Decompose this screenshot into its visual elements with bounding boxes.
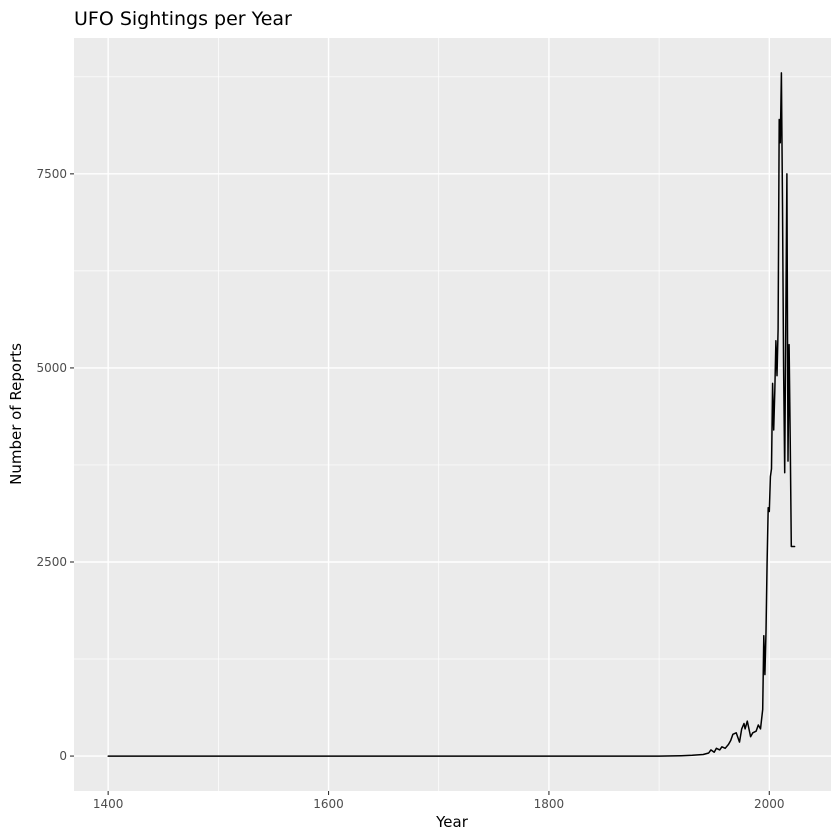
series-line bbox=[107, 72, 796, 757]
y-tick-label: 2500 bbox=[36, 555, 67, 569]
x-axis-title: Year bbox=[435, 813, 469, 831]
x-tick-label: 2000 bbox=[754, 797, 785, 811]
y-tick-label: 7500 bbox=[36, 167, 67, 181]
y-axis: 0 2500 5000 7500 bbox=[36, 167, 74, 763]
minor-gridlines bbox=[74, 38, 831, 791]
x-axis: 1400 1600 1800 2000 bbox=[93, 791, 785, 811]
plot-panel bbox=[74, 38, 831, 791]
series-layer bbox=[107, 72, 796, 757]
x-tick-label: 1800 bbox=[534, 797, 565, 811]
y-axis-title: Number of Reports bbox=[7, 343, 25, 485]
y-tick-label: 0 bbox=[59, 749, 67, 763]
x-tick-label: 1400 bbox=[93, 797, 124, 811]
x-tick-label: 1600 bbox=[313, 797, 344, 811]
y-tick-label: 5000 bbox=[36, 361, 67, 375]
chart-title: UFO Sightings per Year bbox=[74, 8, 292, 30]
